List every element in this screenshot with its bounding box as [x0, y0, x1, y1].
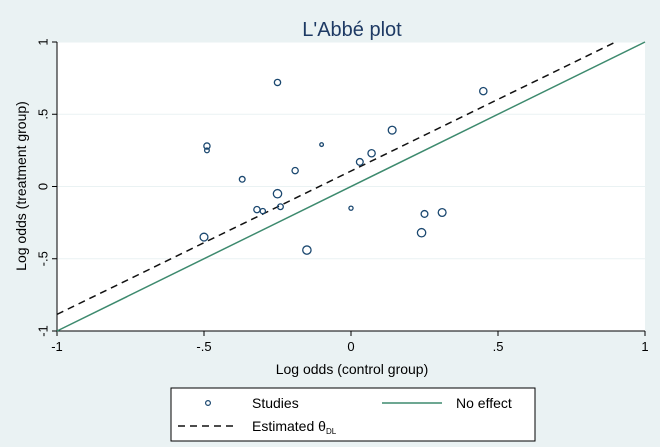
study-point-14	[348, 205, 354, 211]
y-tick-label-1: -.5	[36, 251, 51, 266]
study-point-17	[416, 227, 427, 238]
y-tick-labels: -1 -.5 0 .5 1	[36, 38, 51, 336]
reference-lines	[56, 41, 646, 332]
study-point-6	[291, 166, 299, 175]
legend-estimate-label: Estimated θDL	[252, 418, 337, 436]
study-point-0	[273, 78, 282, 87]
study-point-18	[199, 232, 209, 242]
y-tick-label-3: .5	[36, 109, 51, 120]
legend-estimate-subscript: DL	[326, 427, 337, 436]
legend-studies-label: Studies	[252, 395, 299, 411]
x-tick-labels: -1 -.5 0 .5 1	[51, 339, 648, 354]
x-tick-label-4: 1	[641, 339, 648, 354]
study-points	[199, 78, 488, 255]
study-point-10	[272, 188, 283, 199]
study-point-8	[355, 157, 364, 166]
x-axis-title: Log odds (control group)	[276, 361, 429, 377]
study-point-4	[319, 142, 325, 148]
x-tick-label-0: -1	[51, 339, 63, 354]
axes	[52, 41, 646, 336]
study-point-9	[238, 175, 246, 183]
legend-no-effect-label: No effect	[456, 395, 512, 411]
study-point-19	[302, 245, 312, 255]
estimated-line	[56, 41, 616, 316]
y-tick-label-2: 0	[36, 183, 51, 190]
no-effect-line	[56, 41, 646, 332]
study-point-7	[367, 148, 376, 158]
legend: Studies No effect Estimated θDL	[170, 387, 536, 442]
chart-title: L'Abbé plot	[302, 19, 402, 41]
study-point-5	[387, 125, 397, 135]
study-point-13	[276, 203, 284, 211]
y-tick-label-4: 1	[36, 38, 51, 45]
y-tick-label-0: -1	[36, 325, 51, 337]
x-tick-label-1: -.5	[196, 339, 211, 354]
x-tick-label-2: 0	[347, 339, 354, 354]
study-point-15	[420, 209, 429, 218]
x-tick-label-3: .5	[493, 339, 504, 354]
study-point-16	[437, 207, 447, 218]
study-point-12	[259, 207, 267, 215]
legend-box	[170, 387, 536, 442]
study-point-3	[203, 147, 210, 154]
y-axis-title: Log odds (treatment group)	[13, 101, 29, 271]
legend-estimate-main: Estimated θ	[252, 418, 326, 434]
study-point-1	[479, 86, 488, 96]
study-point-2	[203, 142, 211, 150]
legend-studies-symbol	[205, 400, 212, 407]
